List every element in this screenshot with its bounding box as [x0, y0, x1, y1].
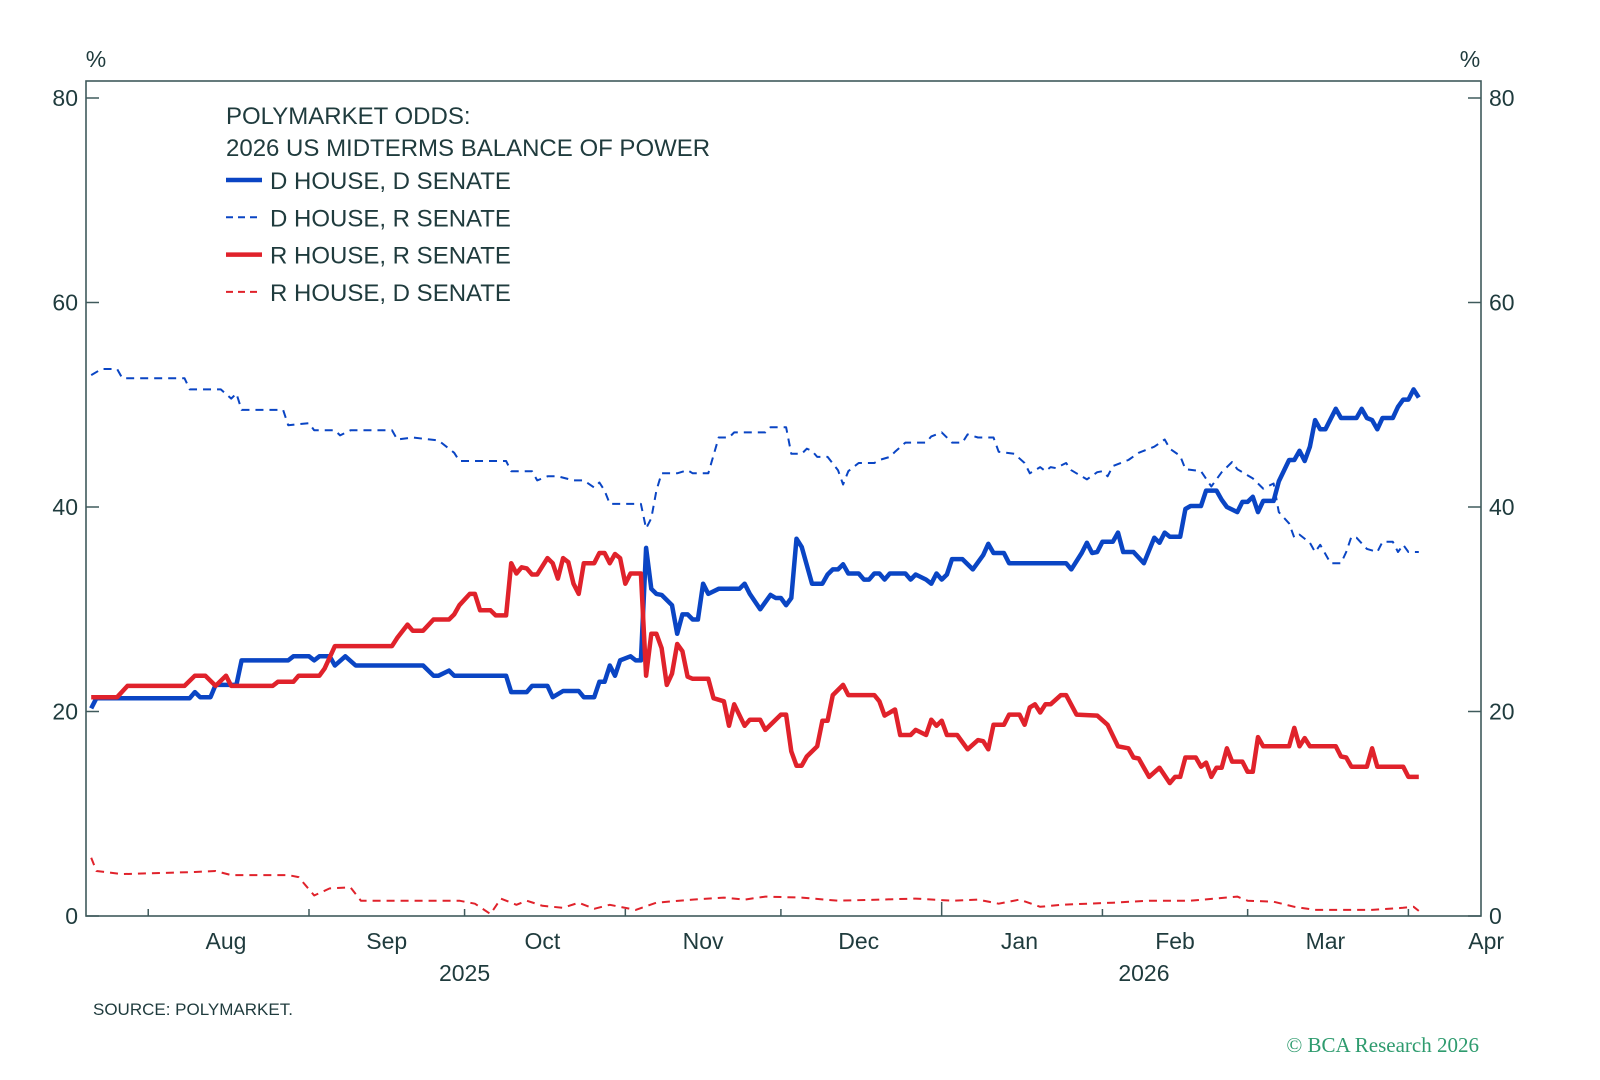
- y-tick-label-right: 80: [1489, 85, 1515, 111]
- legend-label: R HOUSE, R SENATE: [270, 243, 511, 270]
- x-axis: Aug Sep Oct Nov Dec Jan Feb Mar Apr 2025 2026: [147, 902, 1504, 986]
- chart-subtitle: 2026 US MIDTERMS BALANCE OF POWER: [226, 135, 710, 162]
- series-line-r-house-r-senate: [91, 550, 1419, 786]
- x-year-label: 2026: [1118, 960, 1169, 986]
- x-tick-label: Sep: [366, 928, 407, 954]
- legend: POLYMARKET ODDS: 2026 US MIDTERMS BALANC…: [226, 103, 710, 307]
- legend-label: R HOUSE, D SENATE: [270, 280, 511, 307]
- x-tick-label: Nov: [683, 928, 724, 954]
- bca-logo: © BCA Research 2026: [1286, 1033, 1479, 1057]
- x-tick-label: Aug: [206, 928, 247, 954]
- y-axis-unit-left: %: [86, 46, 106, 72]
- x-tick-label: Apr: [1468, 928, 1504, 954]
- x-tick-label: Jan: [1001, 928, 1038, 954]
- y-tick-label-left: 40: [52, 494, 78, 520]
- y-tick-label-right: 20: [1489, 699, 1515, 725]
- y-tick-label-right: 40: [1489, 494, 1515, 520]
- y-tick-label-right: 0: [1489, 903, 1502, 929]
- legend-label: D HOUSE, R SENATE: [270, 205, 511, 232]
- x-tick-label: Dec: [838, 928, 879, 954]
- chart-title: POLYMARKET ODDS:: [226, 103, 471, 130]
- series-line-d-house-r-senate: [90, 368, 1419, 565]
- legend-label: D HOUSE, D SENATE: [270, 168, 511, 195]
- plot-frame: [85, 80, 1482, 917]
- y-tick-label-left: 20: [52, 699, 78, 725]
- y-tick-label-left: 60: [52, 290, 78, 316]
- y-tick-label-left: 80: [52, 85, 78, 111]
- x-tick-label: Mar: [1306, 928, 1346, 954]
- y-tick-label-left: 0: [65, 903, 78, 929]
- y-tick-label-right: 60: [1489, 290, 1515, 316]
- y-axis: 0 0 20 20 40 40 60 60 80 80: [52, 85, 1514, 929]
- source-note: SOURCE: POLYMARKET.: [93, 1000, 293, 1019]
- x-tick-label: Oct: [524, 928, 560, 954]
- series-line-r-house-d-senate: [90, 857, 1420, 915]
- x-tick-label: Feb: [1155, 928, 1195, 954]
- y-axis-unit-right: %: [1460, 46, 1480, 72]
- x-year-label: 2025: [439, 960, 490, 986]
- series-group: [89, 368, 1421, 915]
- series-line-d-house-d-senate: [89, 387, 1421, 710]
